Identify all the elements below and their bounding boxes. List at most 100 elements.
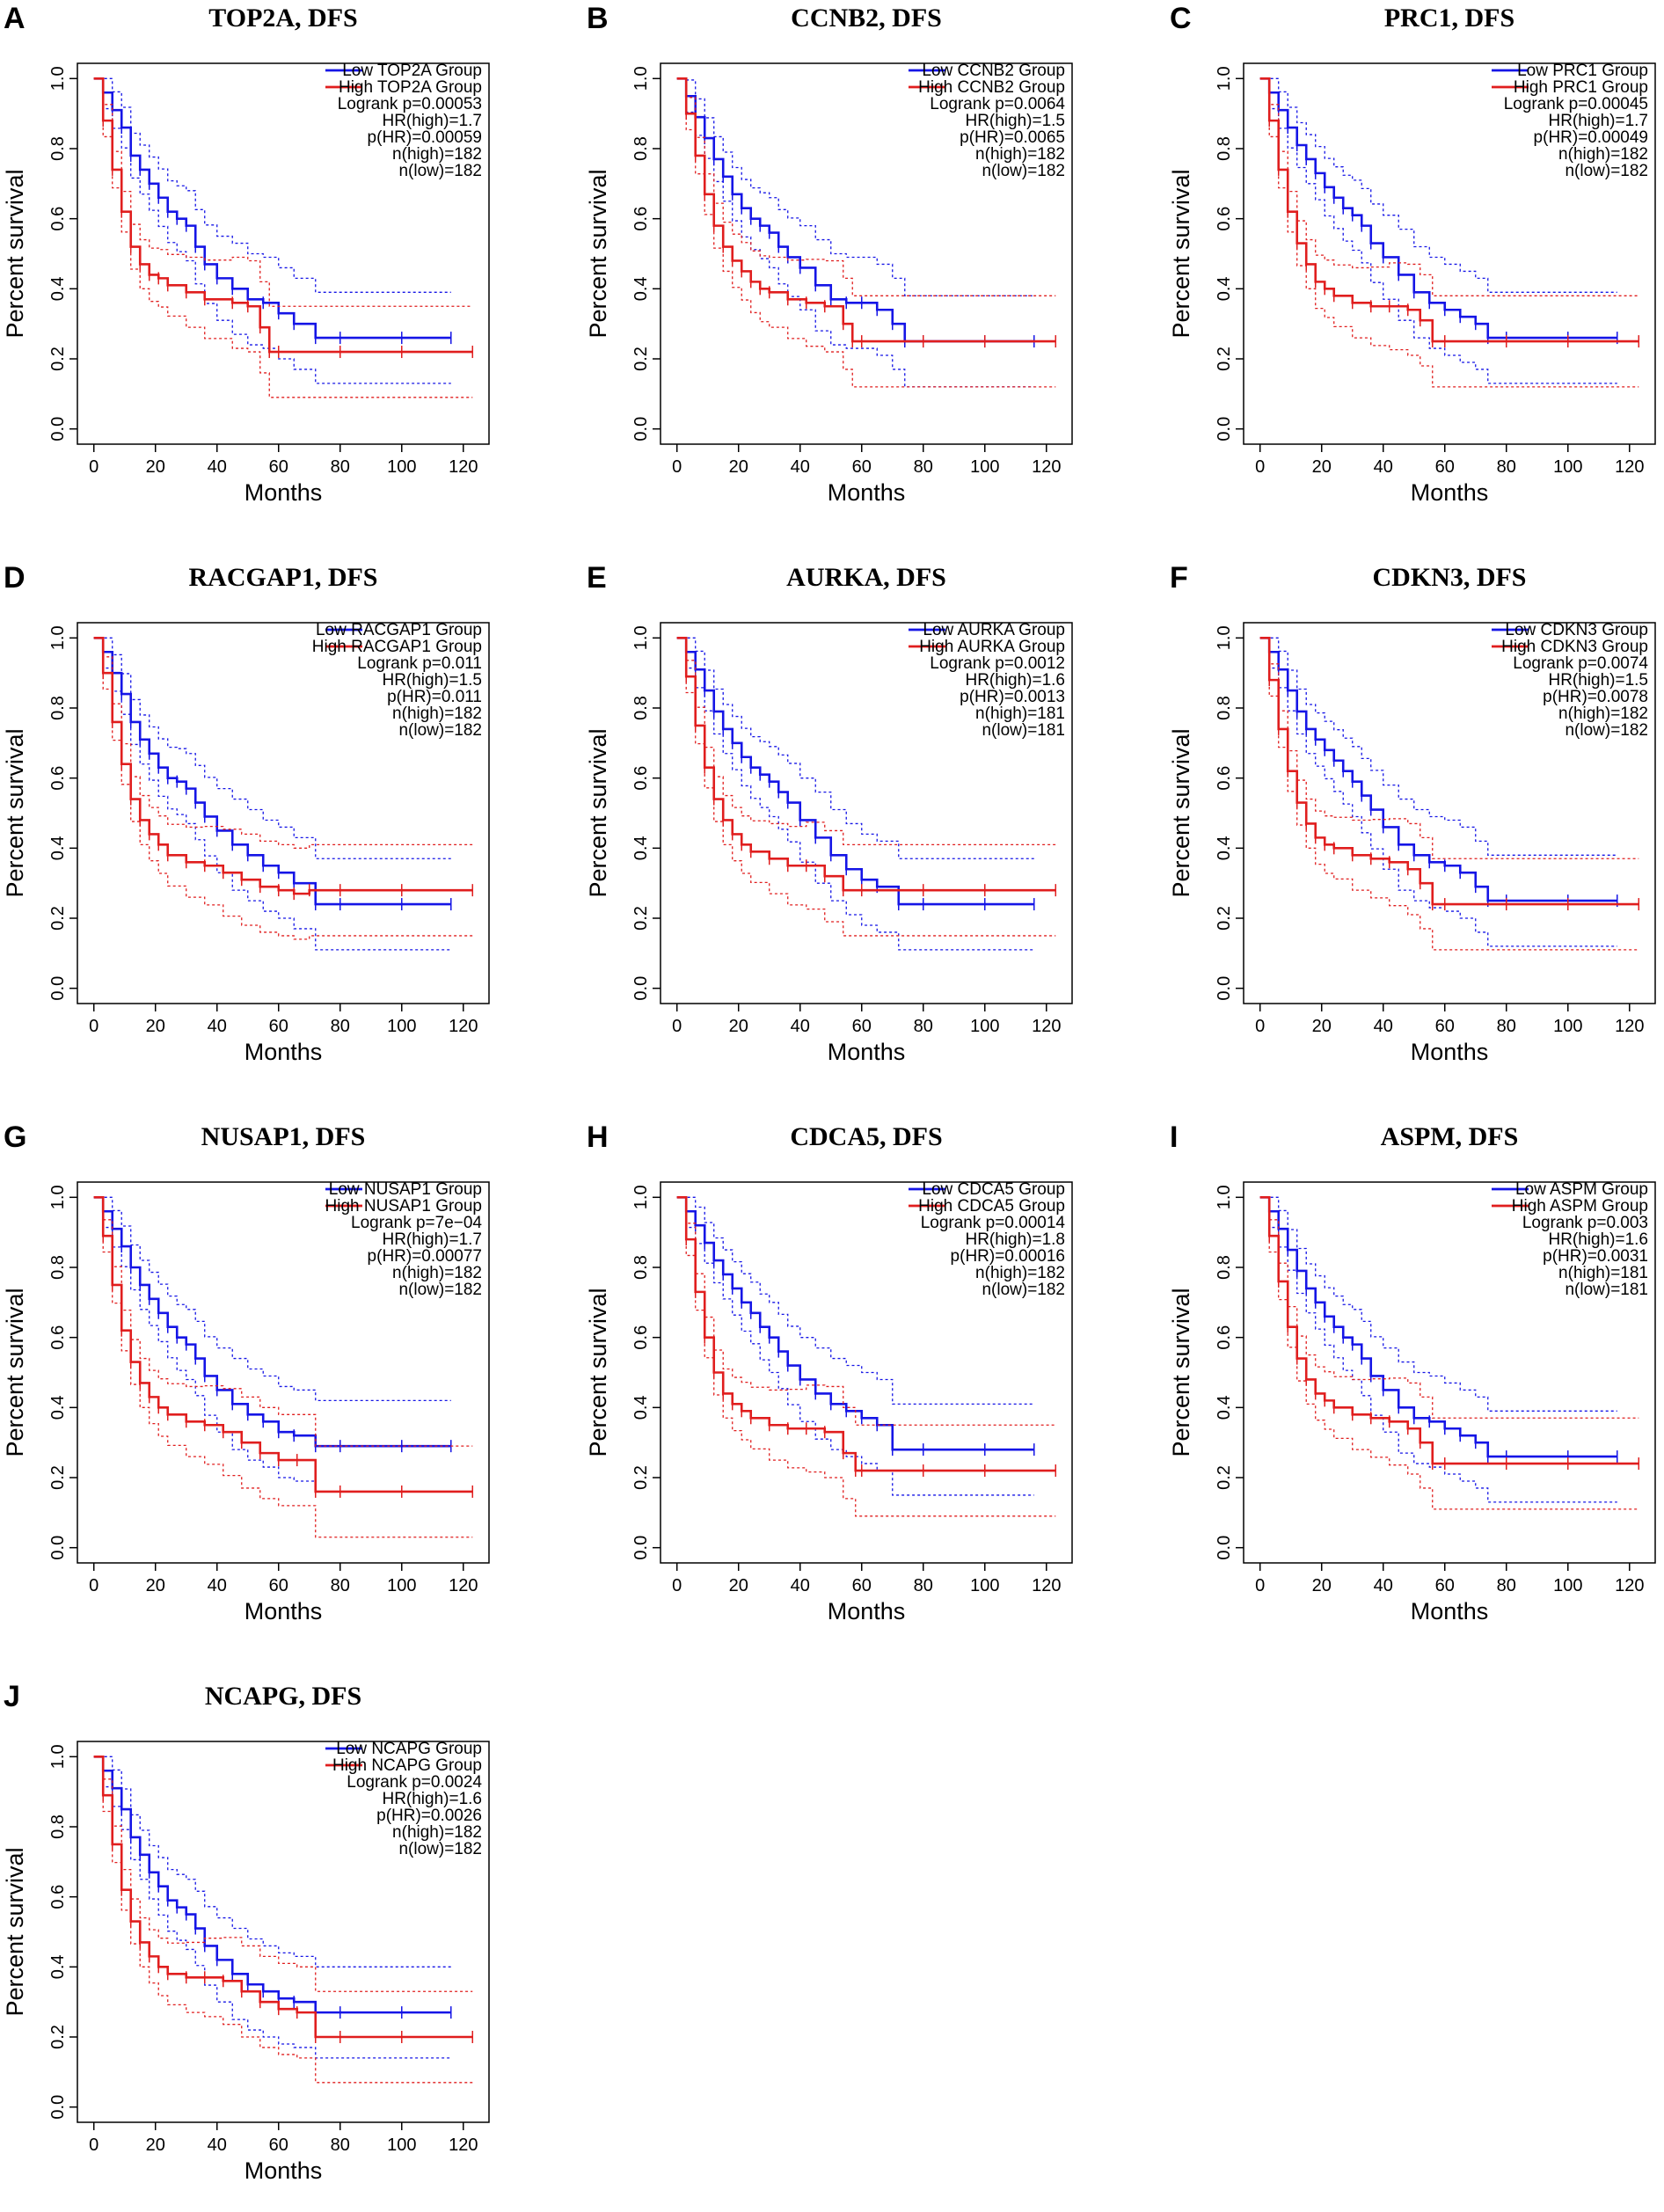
x-tick-label: 80 [1497, 1017, 1516, 1036]
plot-frame [77, 622, 490, 1004]
stat-line: p(HR)=0.0013 [960, 688, 1065, 706]
km-panel-f: F CDKN3, DFS 0 20 40 60 80 100 120 0.0 0.2 0.4 0.6 0.… [1168, 561, 1656, 1065]
y-tick-label: 0.8 [631, 1255, 651, 1280]
y-tick-label: 1.0 [631, 66, 651, 91]
stat-line: n(high)=182 [392, 704, 482, 723]
stat-line: n(low)=182 [398, 721, 482, 740]
high-ci-upper [676, 637, 1056, 846]
stat-line: Logrank p=0.0064 [930, 95, 1065, 113]
stat-line: n(high)=182 [392, 1264, 482, 1282]
stat-line: p(HR)=0.0065 [960, 128, 1065, 147]
panel-letter: D [4, 561, 26, 595]
km-panel-c: C PRC1, DFS 0 20 40 60 80 100 120 0.0 0.2 0.4 0.6 0.8… [1168, 2, 1656, 506]
stat-line: Logrank p=0.00053 [338, 95, 482, 113]
stat-line: n(low)=182 [982, 162, 1065, 180]
x-tick-label: 20 [1312, 1576, 1332, 1595]
y-tick-label: 1.0 [1215, 625, 1234, 650]
high-legend-label: High ASPM Group [1512, 1197, 1648, 1216]
stat-line: n(low)=182 [398, 1281, 482, 1299]
high-legend-label: High CDCA5 Group [918, 1197, 1065, 1216]
x-tick-label: 80 [914, 1576, 933, 1595]
x-axis-label: Months [244, 1598, 323, 1624]
x-tick-label: 80 [1497, 457, 1516, 477]
low-legend-label: Low NCAPG Group [336, 1740, 482, 1758]
panel-letter: J [4, 1680, 20, 1713]
plot-frame [77, 1181, 490, 1564]
chart-title: TOP2A, DFS [208, 4, 357, 33]
x-axis-label: Months [1411, 1039, 1489, 1065]
stat-line: HR(high)=1.5 [1548, 671, 1648, 690]
y-axis-label: Percent survival [585, 1288, 611, 1456]
y-tick-label: 0.0 [1215, 1536, 1234, 1560]
x-tick-label: 20 [729, 1017, 748, 1036]
low-ci-lower [1259, 1196, 1617, 1503]
low-group-curve [676, 637, 1034, 906]
stat-line: n(high)=182 [975, 145, 1065, 164]
x-tick-label: 100 [387, 2135, 416, 2155]
high-ci-upper [1259, 637, 1639, 859]
stat-line: Logrank p=0.003 [1522, 1214, 1648, 1232]
x-axis-label: Months [1411, 479, 1489, 506]
panel-letter: F [1170, 561, 1188, 595]
high-ci-lower [93, 637, 473, 940]
stat-line: HR(high)=1.7 [1548, 112, 1648, 130]
stat-line: n(high)=181 [975, 704, 1065, 723]
y-axis-label: Percent survival [2, 1288, 28, 1456]
high-group-curve [93, 1196, 473, 1493]
low-ci-upper [93, 637, 451, 859]
y-tick-label: 0.8 [1215, 1255, 1234, 1280]
y-axis-label: Percent survival [1168, 728, 1194, 897]
stat-line: HR(high)=1.6 [1548, 1230, 1648, 1249]
x-tick-label: 20 [1312, 457, 1332, 477]
x-tick-label: 80 [331, 457, 350, 477]
km-panel-h: H CDCA5, DFS 0 20 40 60 80 100 120 0.0 0.2 0.4 0.6 0.… [585, 1121, 1073, 1624]
y-tick-label: 0.2 [1215, 906, 1234, 931]
chart-title: PRC1, DFS [1384, 4, 1514, 33]
low-ci-upper [93, 1756, 451, 1967]
high-ci-lower [1259, 77, 1639, 388]
stat-line: n(high)=182 [1558, 704, 1648, 723]
y-tick-label: 0.0 [631, 417, 651, 442]
low-ci-lower [93, 637, 451, 951]
y-tick-label: 0.8 [1215, 696, 1234, 720]
panel-letter: I [1170, 1121, 1178, 1154]
stat-line: Logrank p=0.0012 [930, 654, 1065, 673]
x-tick-label: 60 [269, 2135, 288, 2155]
y-tick-label: 1.0 [631, 1185, 651, 1209]
stat-line: p(HR)=0.0031 [1543, 1247, 1648, 1266]
plot-frame [77, 1741, 490, 2123]
low-ci-lower [1259, 77, 1617, 384]
x-tick-label: 120 [449, 457, 478, 477]
y-tick-label: 0.0 [1215, 417, 1234, 442]
x-tick-label: 80 [331, 2135, 350, 2155]
chart-title: ASPM, DFS [1381, 1122, 1519, 1151]
stat-line: Logrank p=0.0074 [1513, 654, 1648, 673]
low-ci-upper [676, 1196, 1034, 1405]
low-legend-label: Low RACGAP1 Group [316, 621, 482, 639]
low-legend-label: Low CCNB2 Group [922, 62, 1065, 80]
x-tick-label: 120 [449, 2135, 478, 2155]
panel-letter: B [587, 2, 609, 35]
x-tick-label: 20 [146, 457, 165, 477]
y-tick-label: 0.0 [48, 976, 68, 1001]
stat-line: HR(high)=1.5 [382, 671, 482, 690]
x-tick-label: 100 [387, 1576, 416, 1595]
stat-line: HR(high)=1.7 [382, 112, 482, 130]
x-tick-label: 100 [1553, 1017, 1582, 1036]
x-tick-label: 120 [449, 1576, 478, 1595]
y-axis-label: Percent survival [2, 1847, 28, 2016]
x-tick-label: 20 [729, 457, 748, 477]
stat-line: Logrank p=0.011 [357, 654, 482, 673]
y-axis-label: Percent survival [585, 169, 611, 338]
y-tick-label: 0.2 [48, 906, 68, 931]
y-tick-label: 0.2 [631, 347, 651, 371]
stat-line: HR(high)=1.7 [382, 1230, 482, 1249]
chart-title: AURKA, DFS [786, 563, 946, 592]
x-tick-label: 60 [269, 1017, 288, 1036]
km-panel-g: G NUSAP1, DFS 0 20 40 60 80 100 120 0.0 0.2 0.4 0.6 0… [2, 1121, 490, 1624]
plot-frame [660, 1181, 1073, 1564]
x-tick-label: 20 [146, 1017, 165, 1036]
stat-line: Logrank p=0.00014 [921, 1214, 1066, 1232]
stat-line: Logrank p=0.00045 [1504, 95, 1648, 113]
x-tick-label: 80 [914, 457, 933, 477]
